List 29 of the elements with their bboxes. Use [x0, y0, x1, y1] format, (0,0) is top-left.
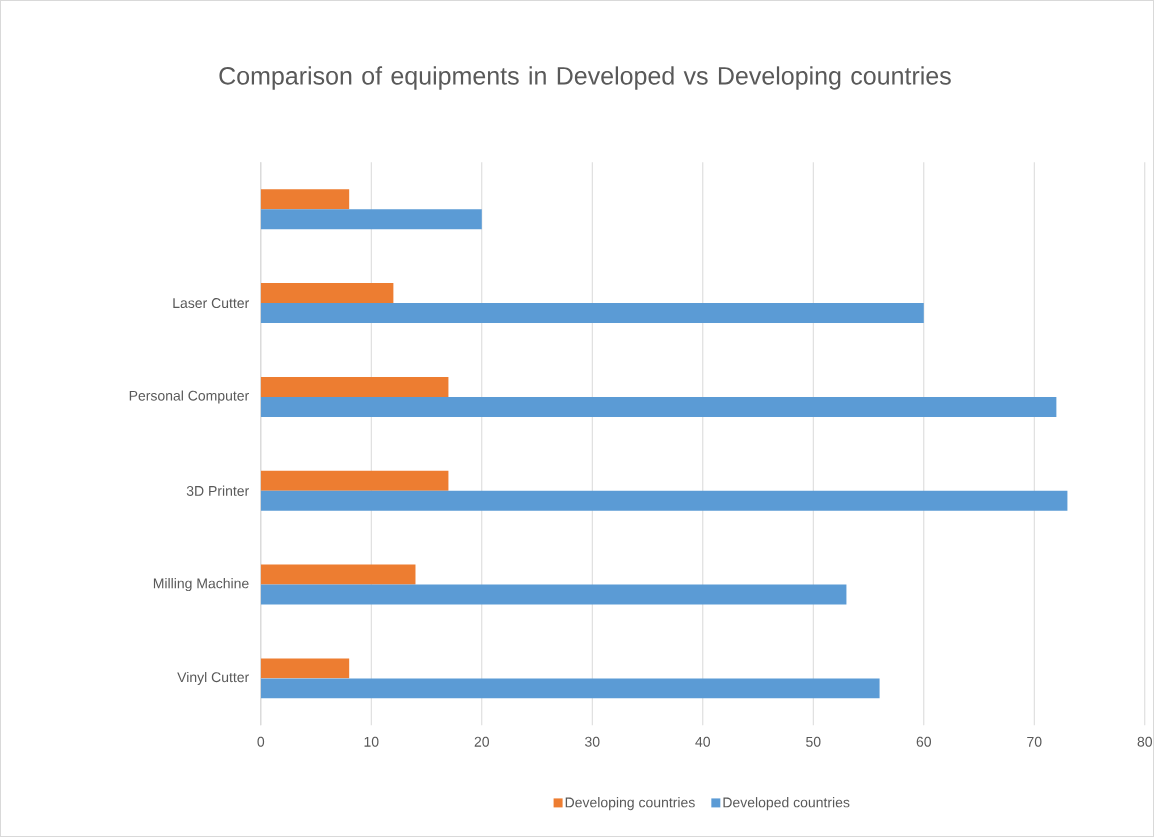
y-tick-label: Milling Machine: [153, 578, 249, 592]
bar: [260, 209, 482, 230]
x-tick-label: 20: [474, 736, 490, 747]
x-tick-label: 50: [806, 736, 821, 747]
bar: [260, 470, 449, 491]
bar: [260, 658, 350, 679]
x-tick-label: 0: [257, 736, 265, 747]
bar: [260, 584, 847, 605]
chart-title: Comparison of equipments in Developed vs Developing countries: [219, 66, 951, 90]
x-tick-label: 40: [695, 736, 711, 747]
bar: [260, 189, 350, 210]
bar: [260, 303, 924, 324]
legend-label: Developed countries: [723, 797, 850, 811]
y-tick-label: Laser Cutter: [173, 298, 250, 309]
x-tick-label: 10: [364, 736, 379, 747]
bar: [260, 564, 416, 585]
legend-label: Developing countries: [565, 797, 695, 811]
x-tick-label: 60: [916, 736, 932, 747]
bar: [260, 396, 1057, 417]
x-tick-label: 80: [1137, 736, 1153, 747]
bar: [260, 283, 394, 304]
y-tick-label: Vinyl Cutter: [177, 671, 250, 685]
bar: [260, 678, 880, 699]
y-tick-label: 3D Printer: [186, 485, 250, 496]
x-tick-label: 70: [1027, 736, 1042, 747]
bar: [260, 490, 1068, 511]
y-tick-label: Personal Computer: [129, 390, 249, 404]
bar: [260, 376, 449, 397]
x-tick-label: 30: [585, 736, 600, 747]
